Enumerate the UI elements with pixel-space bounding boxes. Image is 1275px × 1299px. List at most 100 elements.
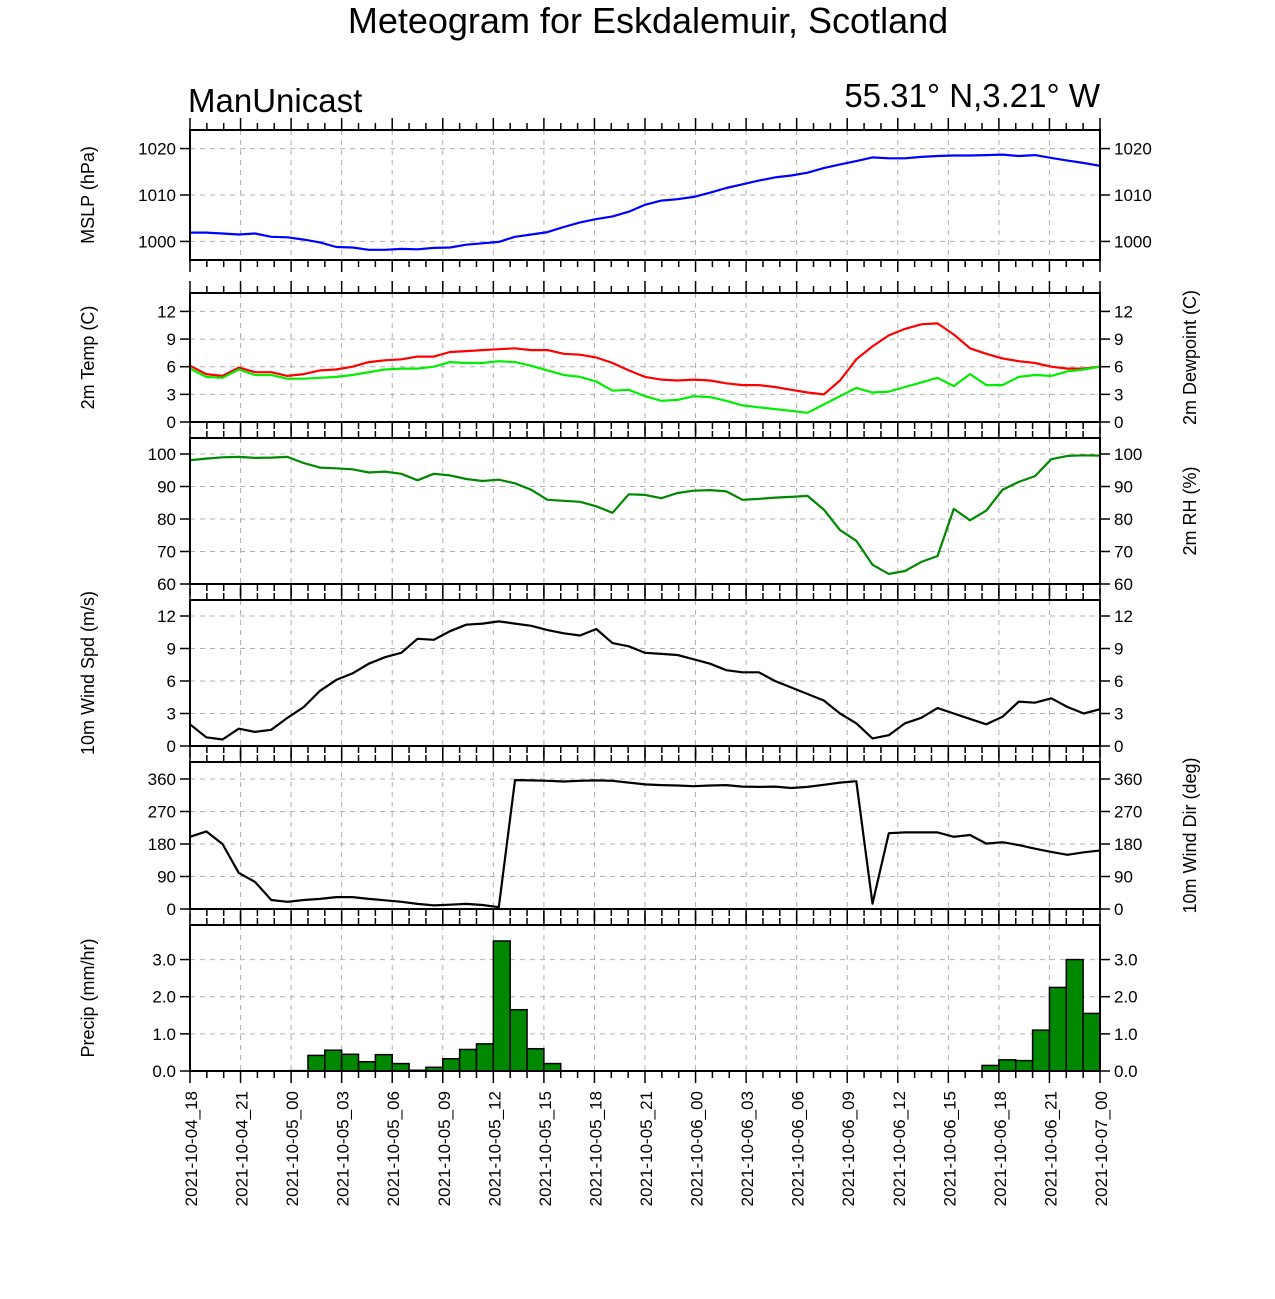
x-tick-label: 2021-10-05_18 — [586, 1091, 605, 1206]
y-tick-label: 12 — [157, 607, 176, 626]
panel-temp: 0 0 3 3 6 6 9 9 12 12 2m Temp (C) 2m Dewpoint (C) — [78, 281, 1200, 434]
y-axis-label: 10m Wind Spd (m/s) — [78, 591, 98, 755]
y-tick-label: 3 — [167, 385, 176, 404]
precip-bar — [1031, 1029, 1051, 1072]
y-tick-label-right: 0.0 — [1114, 1062, 1138, 1081]
y-tick-label-right: 12 — [1114, 302, 1133, 321]
precip-bar — [1048, 986, 1068, 1072]
precip-bar — [509, 1008, 528, 1072]
precip-bar — [340, 1053, 360, 1072]
y-tick-label-right: 70 — [1114, 543, 1133, 562]
panel-precip: 0.0 0.0 1.0 1.0 2.0 2.0 3.0 3.0 Precip (mm/hr) 20… — [78, 913, 1138, 1206]
model-label: ManUnicast — [188, 82, 362, 119]
y-tick-label: 0.0 — [152, 1062, 176, 1081]
y-tick-label: 100 — [148, 445, 176, 464]
y-axis-label: Precip (mm/hr) — [78, 938, 98, 1057]
x-tick-label: 2021-10-05_09 — [435, 1091, 454, 1206]
precip-bar — [475, 1043, 495, 1072]
y-tick-label-right: 12 — [1114, 607, 1133, 626]
series-line-rh — [189, 454, 1101, 576]
precip-bar — [307, 1054, 326, 1072]
precip-bar — [1065, 958, 1084, 1072]
x-tick-label: 2021-10-06_09 — [839, 1091, 858, 1206]
y-tick-label-right: 3.0 — [1114, 951, 1138, 970]
y-tick-label: 1010 — [138, 186, 176, 205]
precip-bar — [543, 1062, 562, 1072]
y-tick-label: 1.0 — [152, 1025, 176, 1044]
x-tick-label: 2021-10-05_03 — [334, 1091, 353, 1206]
x-tick-label: 2021-10-06_00 — [688, 1091, 707, 1206]
y-tick-label-right: 0 — [1114, 413, 1123, 432]
y-tick-label-right: 100 — [1114, 445, 1142, 464]
x-tick-label: 2021-10-06_03 — [738, 1091, 757, 1206]
series-line-mslp — [190, 153, 1101, 251]
y-tick-label: 60 — [157, 575, 176, 594]
y-axis-label-right: 2m Dewpoint (C) — [1180, 290, 1200, 425]
x-tick-label: 2021-10-07_00 — [1092, 1091, 1111, 1206]
y-tick-label-right: 90 — [1114, 868, 1133, 887]
precip-bar — [526, 1047, 545, 1072]
x-tick-label: 2021-10-05_06 — [384, 1091, 403, 1206]
series-line-wind — [189, 778, 1101, 909]
y-tick-label-right: 3 — [1114, 385, 1123, 404]
y-tick-label-right: 9 — [1114, 640, 1123, 659]
y-tick-label: 9 — [167, 330, 176, 349]
y-tick-label: 1020 — [138, 140, 176, 159]
y-tick-label: 0 — [167, 737, 176, 756]
precip-bar — [324, 1049, 343, 1072]
y-ticks: 1000 1000 1010 1010 1020 1020 — [138, 140, 1152, 252]
y-tick-label: 0 — [167, 900, 176, 919]
series-line-temp — [189, 322, 1101, 396]
y-tick-label: 360 — [148, 770, 176, 789]
y-ticks: 0 0 90 90 180 180 270 270 360 360 — [148, 770, 1143, 919]
y-tick-label-right: 6 — [1114, 358, 1123, 377]
precip-bar — [357, 1060, 377, 1072]
precip-bar — [374, 1053, 393, 1072]
panel-wind_speed: 0 0 3 3 6 6 9 9 12 12 10m Wind Spd (m/s) — [78, 588, 1133, 758]
y-tick-label: 90 — [157, 868, 176, 887]
y-tick-label: 90 — [157, 478, 176, 497]
y-tick-label-right: 180 — [1114, 835, 1142, 854]
precip-bar — [391, 1062, 410, 1072]
y-tick-label-right: 80 — [1114, 510, 1133, 529]
y-tick-label-right: 9 — [1114, 330, 1123, 349]
x-tick-label: 2021-10-06_12 — [890, 1091, 909, 1206]
y-tick-label: 3 — [167, 705, 176, 724]
y-ticks: 0.0 0.0 1.0 1.0 2.0 2.0 3.0 3.0 — [152, 951, 1137, 1081]
x-tick-label: 2021-10-04_18 — [182, 1091, 201, 1206]
x-tick-label: 2021-10-06_15 — [940, 1091, 959, 1206]
y-ticks: 0 0 3 3 6 6 9 9 12 12 — [157, 607, 1133, 756]
y-tick-label: 6 — [167, 672, 176, 691]
panel-mslp: 1000 1000 1010 1010 1020 1020 MSLP (hPa) — [78, 118, 1152, 272]
y-tick-label-right: 60 — [1114, 575, 1133, 594]
y-tick-label-right: 2.0 — [1114, 988, 1138, 1007]
y-tick-label: 9 — [167, 640, 176, 659]
x-tick-labels: 2021-10-04_18 2021-10-04_21 2021-10-05_00 2… — [182, 1091, 1111, 1206]
chart-title: Meteogram for Eskdalemuir, Scotland — [348, 0, 948, 41]
y-tick-label-right: 0 — [1114, 737, 1123, 756]
panel-rh: 60 60 70 70 80 80 90 90 100 100 2m RH (%) — [148, 426, 1200, 596]
x-tick-label: 2021-10-06_06 — [789, 1091, 808, 1206]
y-tick-label: 1000 — [138, 232, 176, 251]
y-tick-label: 6 — [167, 358, 176, 377]
series-line-dewpoint — [189, 360, 1101, 414]
y-tick-label-right: 3 — [1114, 705, 1123, 724]
y-tick-label-right: 1010 — [1114, 186, 1152, 205]
y-tick-label-right: 1020 — [1114, 140, 1152, 159]
panel-wind_dir: 0 0 90 90 180 180 270 270 360 360 10m Wind Dir (de… — [148, 750, 1200, 921]
y-axis-label: 2m Temp (C) — [78, 306, 98, 410]
y-tick-label: 80 — [157, 510, 176, 529]
location-coords: 55.31° N,3.21° W — [844, 77, 1101, 114]
y-tick-label-right: 360 — [1114, 770, 1142, 789]
y-tick-label-right: 270 — [1114, 803, 1142, 822]
x-tick-label: 2021-10-05_00 — [283, 1091, 302, 1206]
y-axis-label-right: 2m RH (%) — [1180, 467, 1200, 556]
y-ticks: 0 0 3 3 6 6 9 9 12 12 — [157, 302, 1133, 432]
x-tick-label: 2021-10-05_21 — [637, 1091, 656, 1206]
precip-bar — [998, 1059, 1017, 1072]
y-axis-label-right: 10m Wind Dir (deg) — [1180, 757, 1200, 913]
y-tick-label: 270 — [148, 803, 176, 822]
precip-bar — [442, 1057, 461, 1072]
y-tick-label: 3.0 — [152, 951, 176, 970]
